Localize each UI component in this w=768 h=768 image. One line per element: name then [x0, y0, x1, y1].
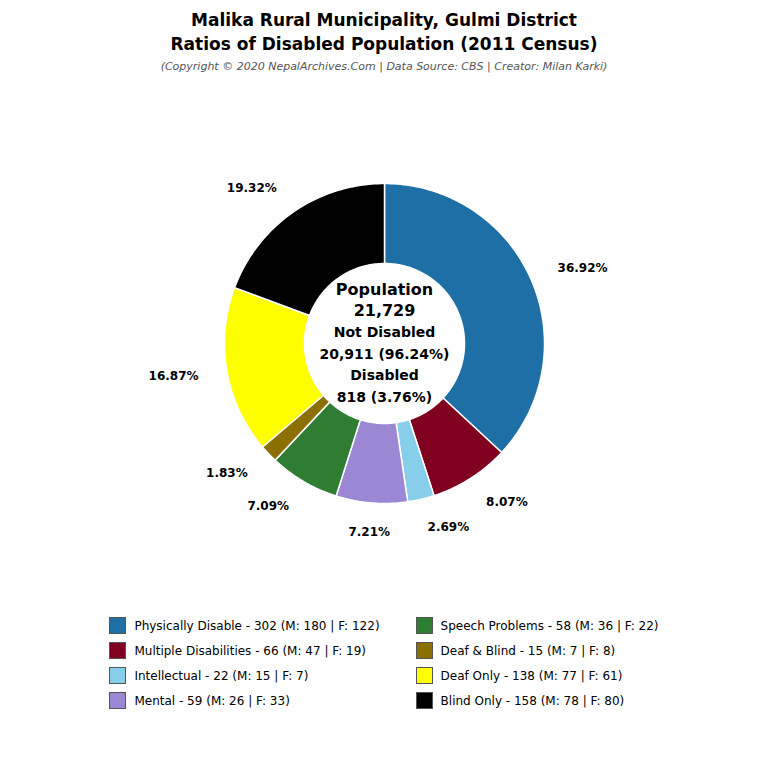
- html-text:Physically Disable - 302 (M: 1: Physically Disable - 302 (M: 180 | F: 12…: [134, 618, 380, 633]
- svg-text:2.69%: 2.69%: [428, 520, 470, 534]
- svg-text:7.21%: 7.21%: [348, 525, 390, 539]
- html-text:Malika Rural Municipality, Gul: Malika Rural Municipality, Gulmi Distric…: [191, 10, 577, 30]
- html-text:Ratios of Disabled Population: Ratios of Disabled Population (2011 Cens…: [170, 34, 598, 54]
- svg-text:7.09%: 7.09%: [247, 499, 289, 513]
- svg-text:Disabled: Disabled: [350, 367, 419, 383]
- svg-text:36.92%: 36.92%: [558, 261, 608, 275]
- svg-text:16.87%: 16.87%: [149, 369, 199, 383]
- html-text:Mental - 59 (M: 26 | F: 33): Mental - 59 (M: 26 | F: 33): [134, 693, 290, 708]
- svg-text:1.83%: 1.83%: [206, 466, 248, 480]
- html-text:Deaf & Blind - 15 (M: 7 | F: 8: Deaf & Blind - 15 (M: 7 | F: 8): [440, 643, 616, 658]
- html-text:Speech Problems - 58 (M: 36 |: Speech Problems - 58 (M: 36 | F: 22): [440, 618, 659, 633]
- html-text:Intellectual - 22 (M: 15 | F:: Intellectual - 22 (M: 15 | F: 7): [134, 668, 309, 683]
- svg-text:19.32%: 19.32%: [227, 181, 277, 195]
- svg-text:818 (3.76%): 818 (3.76%): [337, 389, 432, 405]
- html-text:(Copyright © 2020 NepalArchive: (Copyright © 2020 NepalArchives.Com | Da…: [160, 60, 608, 73]
- html-text:Multiple Disabilities - 66 (M:: Multiple Disabilities - 66 (M: 47 | F: 1…: [134, 643, 366, 658]
- svg-text:21,729: 21,729: [354, 301, 416, 320]
- html-text:Blind Only - 158 (M: 78 | F: 8: Blind Only - 158 (M: 78 | F: 80): [440, 693, 625, 708]
- html-text:Deaf Only - 138 (M: 77 | F: 61: Deaf Only - 138 (M: 77 | F: 61): [440, 668, 623, 683]
- svg-text:Not Disabled: Not Disabled: [334, 324, 435, 340]
- svg-text:8.07%: 8.07%: [486, 495, 528, 509]
- svg-text:20,911 (96.24%): 20,911 (96.24%): [319, 346, 449, 362]
- svg-text:Population: Population: [336, 280, 433, 299]
